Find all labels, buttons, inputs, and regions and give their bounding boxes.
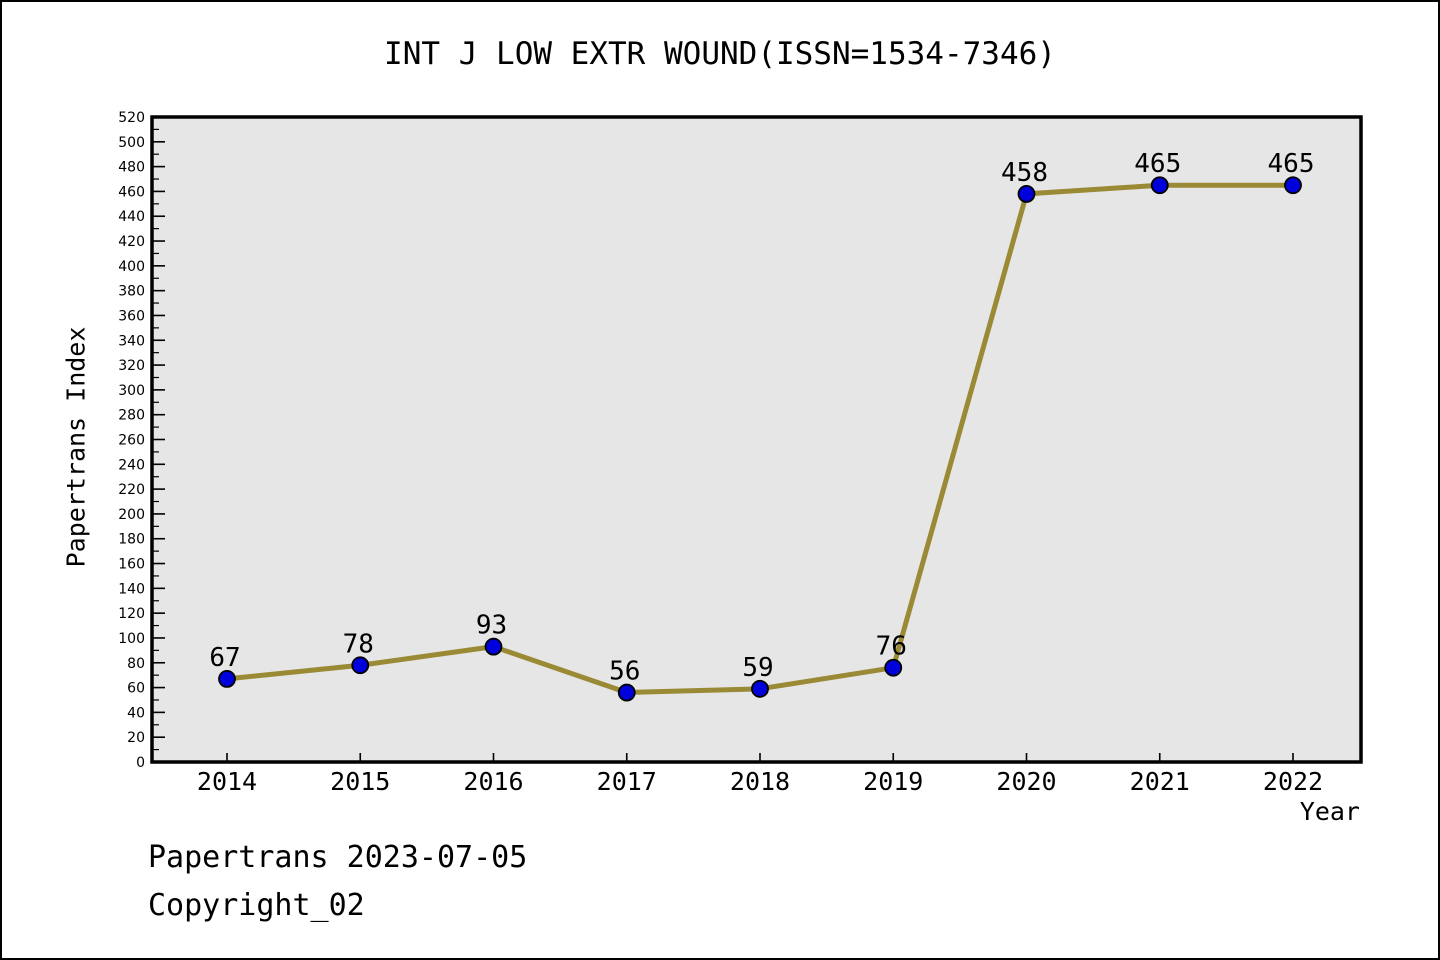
- y-tick-label: 260: [118, 433, 145, 449]
- y-tick-label: 380: [118, 284, 145, 300]
- y-tick-label: 60: [127, 681, 145, 697]
- y-axis-label: Papertrans Index: [61, 326, 91, 568]
- plot-area: [152, 117, 1361, 762]
- y-tick-label: 440: [118, 209, 145, 225]
- y-tick-label: 420: [118, 234, 145, 250]
- x-tick-label: 2017: [597, 767, 657, 796]
- data-point-label: 458: [1001, 158, 1048, 188]
- y-tick-label: 160: [118, 557, 145, 573]
- data-point: [351, 656, 370, 675]
- y-tick-label: 300: [118, 383, 145, 399]
- x-tick-label: 2019: [863, 767, 923, 796]
- y-tick-label: 240: [118, 457, 145, 473]
- x-tick-label: 2018: [730, 767, 790, 796]
- y-tick-label: 320: [118, 358, 145, 374]
- y-tick-label: 460: [118, 184, 145, 200]
- y-tick-label: 480: [118, 160, 145, 176]
- y-tick-label: 200: [118, 507, 145, 523]
- data-point: [1017, 185, 1036, 203]
- y-tick-label: 20: [127, 730, 145, 746]
- footer-source-date: Papertrans 2023-07-05: [148, 840, 528, 875]
- x-tick-label: 2020: [996, 767, 1056, 796]
- plot-frame: [150, 115, 1363, 764]
- data-point: [1284, 176, 1302, 195]
- y-tick-label: 400: [118, 259, 145, 275]
- data-point-label: 465: [1268, 149, 1315, 179]
- data-point-label: 78: [343, 629, 374, 659]
- y-tick-label: 80: [127, 656, 145, 672]
- footer-copyright: Copyright_02: [148, 888, 365, 923]
- y-tick-label: 140: [118, 581, 145, 597]
- data-point: [218, 669, 236, 688]
- data-point-label: 76: [876, 632, 907, 662]
- data-point: [884, 658, 903, 677]
- data-point: [617, 683, 636, 702]
- data-point-label: 59: [742, 653, 773, 683]
- chart-title: INT J LOW EXTR WOUND(ISSN=1534-7346): [384, 36, 1056, 72]
- data-point-label: 56: [609, 657, 640, 687]
- x-tick-label: 2021: [1130, 767, 1190, 796]
- y-tick-label: 500: [118, 135, 145, 151]
- x-axis-label: Year: [1299, 797, 1360, 826]
- y-tick-label: 520: [118, 110, 145, 126]
- x-tick-label: 2016: [463, 767, 523, 796]
- y-tick-label: 0: [136, 755, 145, 771]
- data-point-label: 93: [476, 611, 507, 641]
- y-tick-label: 100: [118, 631, 145, 647]
- data-point: [484, 637, 503, 656]
- y-tick-label: 120: [118, 606, 145, 622]
- data-point-label: 465: [1134, 149, 1181, 179]
- data-point: [1150, 176, 1169, 195]
- x-tick-label: 2014: [197, 767, 257, 796]
- data-point-label: 67: [209, 643, 240, 673]
- data-point: [751, 679, 769, 698]
- y-tick-label: 340: [118, 333, 145, 349]
- x-tick-label: 2015: [330, 767, 390, 796]
- y-tick-label: 180: [118, 532, 145, 548]
- x-tick-label: 2022: [1263, 767, 1323, 796]
- y-tick-label: 220: [118, 482, 145, 498]
- y-tick-label: 360: [118, 308, 145, 324]
- y-tick-label: 40: [127, 705, 145, 721]
- y-tick-label: 280: [118, 408, 145, 424]
